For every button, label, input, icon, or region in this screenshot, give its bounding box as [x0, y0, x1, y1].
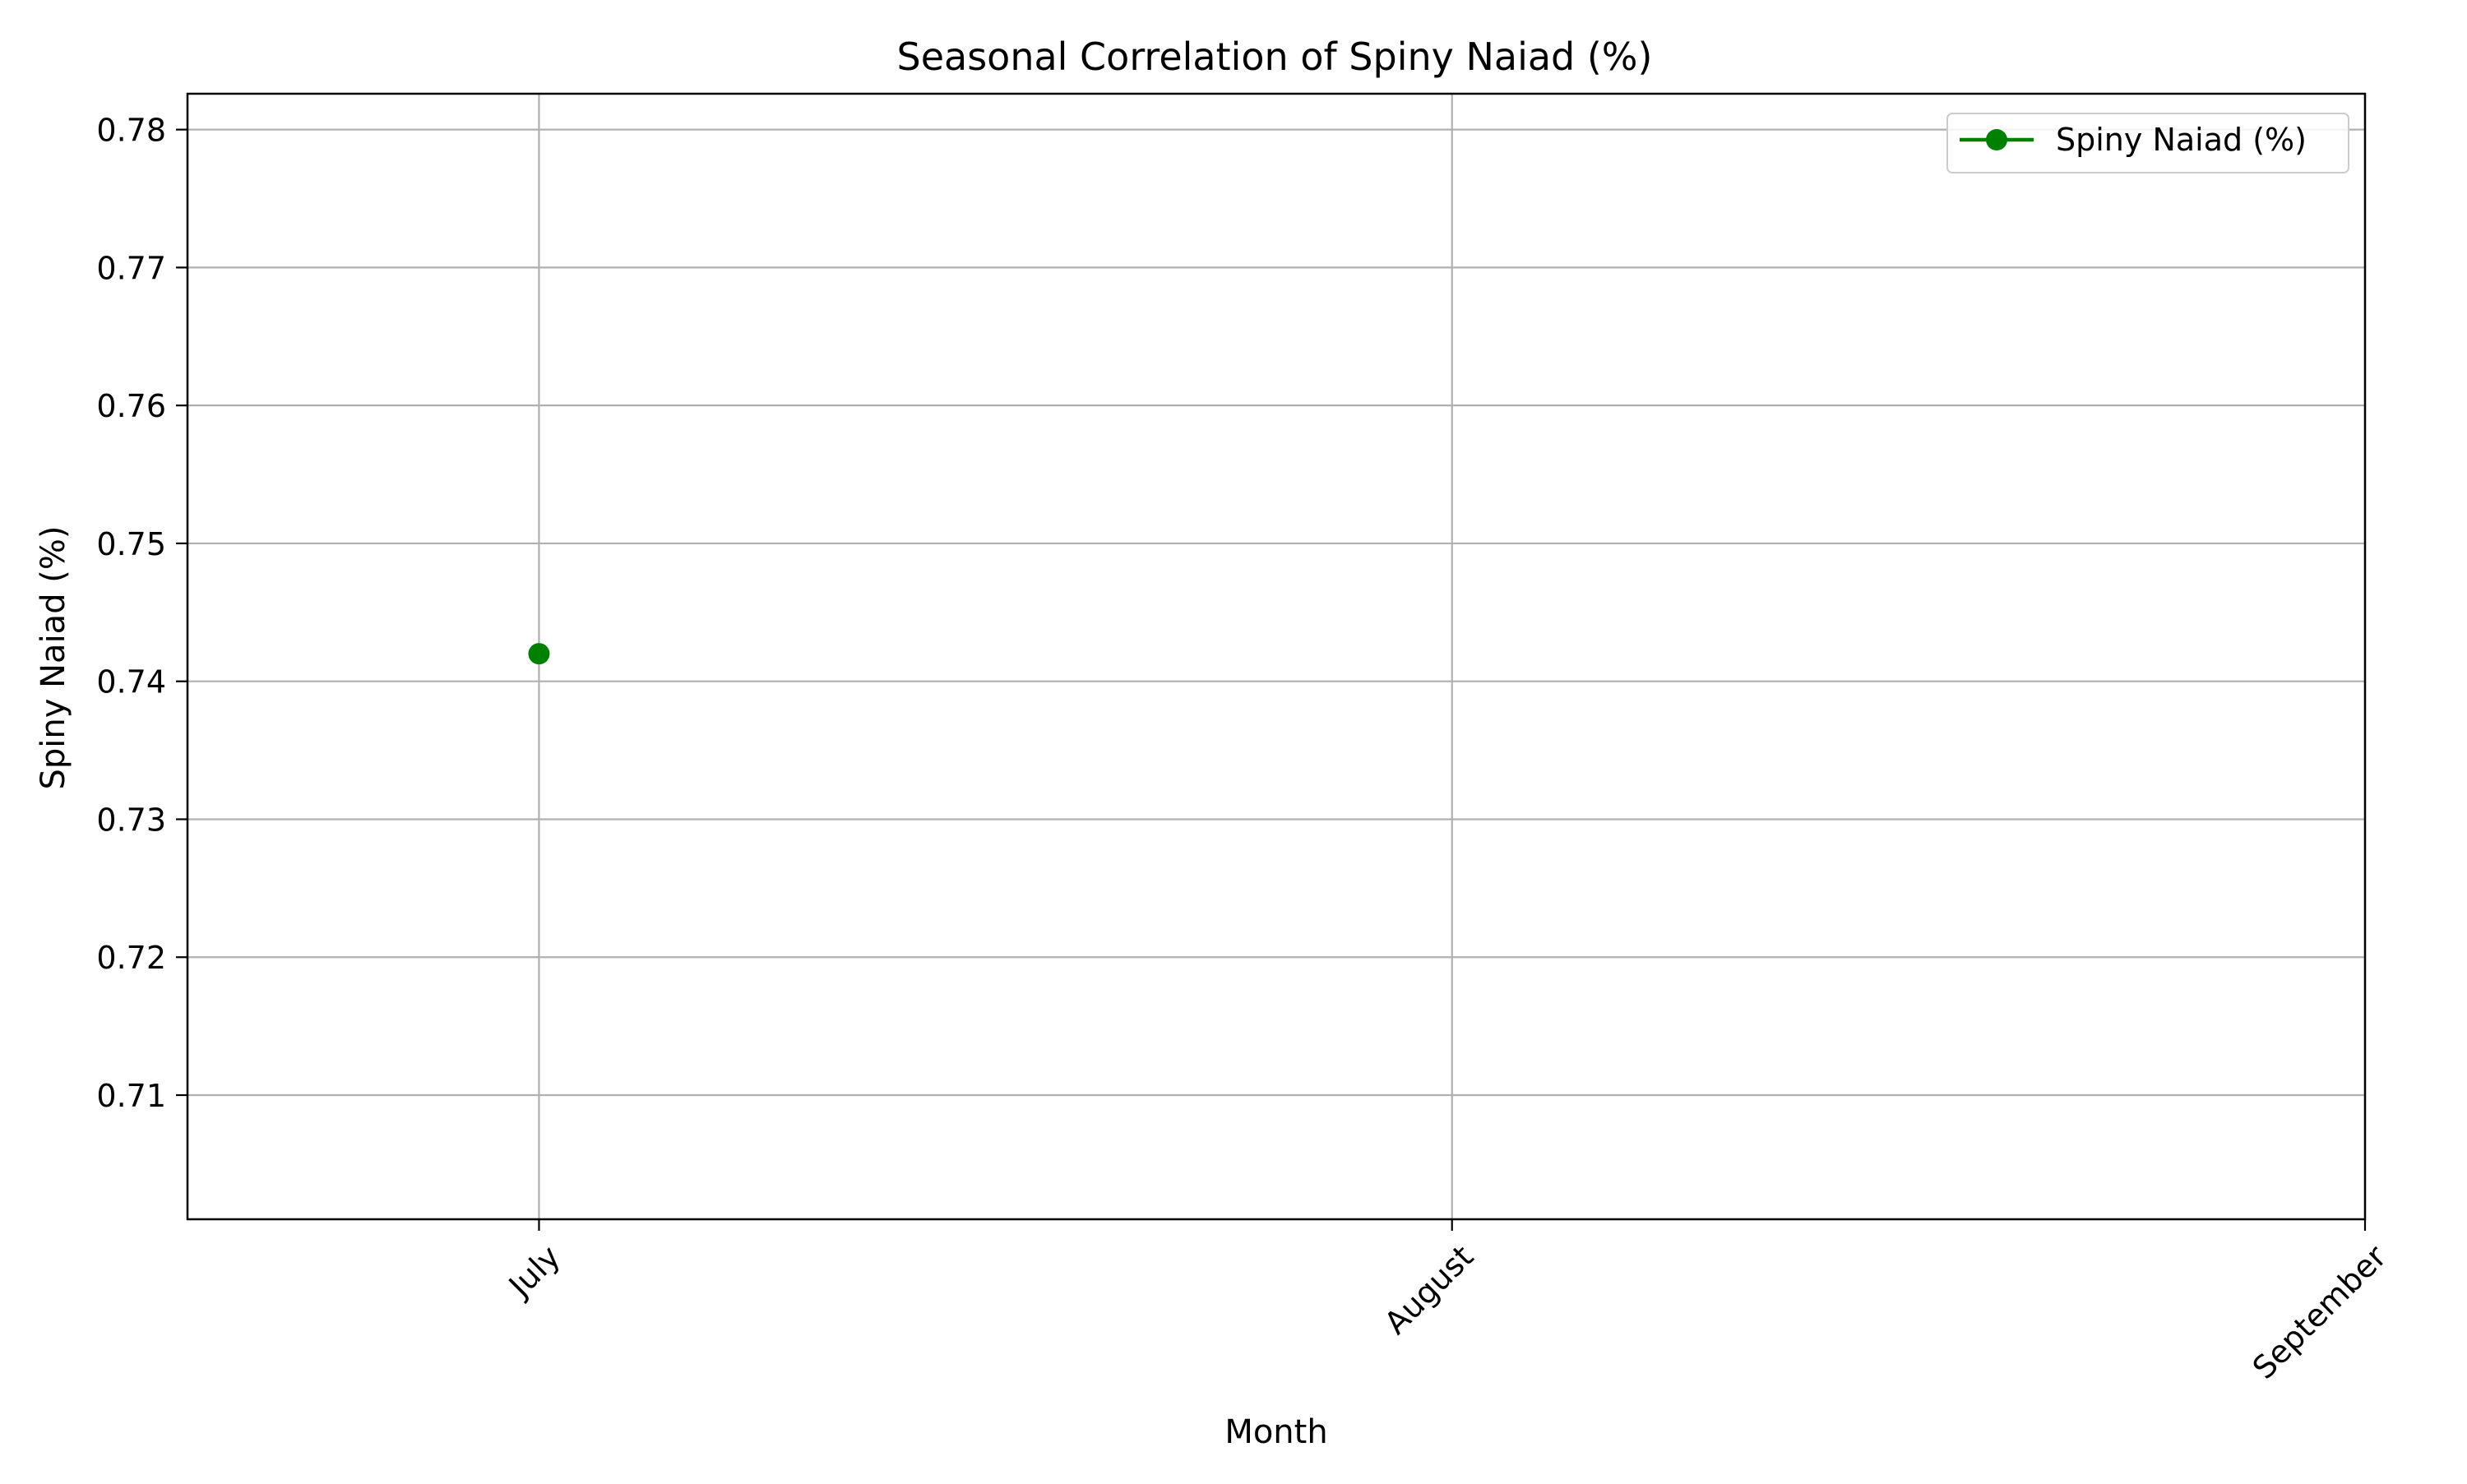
series-layer	[528, 643, 550, 665]
legend-box	[1946, 113, 2349, 173]
y-tick-label: 0.77	[96, 250, 166, 286]
plot-frame	[186, 92, 2367, 1221]
x-axis-title: Month	[1224, 1413, 1327, 1451]
legend-marker-swatch	[1986, 129, 2007, 150]
y-axis-ticks: 0.71 0.72 0.73 0.74 0.75 0.76 0.77 0.78	[96, 113, 187, 1114]
y-tick-label: 0.72	[96, 940, 166, 976]
y-tick-label: 0.73	[96, 802, 166, 838]
y-tick-label: 0.71	[96, 1078, 166, 1114]
y-tick-label: 0.76	[96, 388, 166, 424]
y-tick-label: 0.75	[96, 526, 166, 562]
y-tick-label: 0.74	[96, 664, 166, 700]
y-axis-title: Spiny Naiad (%)	[35, 525, 72, 789]
data-point	[528, 643, 550, 665]
chart-title: Seasonal Correlation of Spiny Naiad (%)	[897, 35, 1653, 79]
legend: Spiny Naiad (%)	[1946, 113, 2349, 173]
legend-entry-label: Spiny Naiad (%)	[2056, 122, 2307, 158]
y-tick-label: 0.78	[96, 113, 166, 149]
